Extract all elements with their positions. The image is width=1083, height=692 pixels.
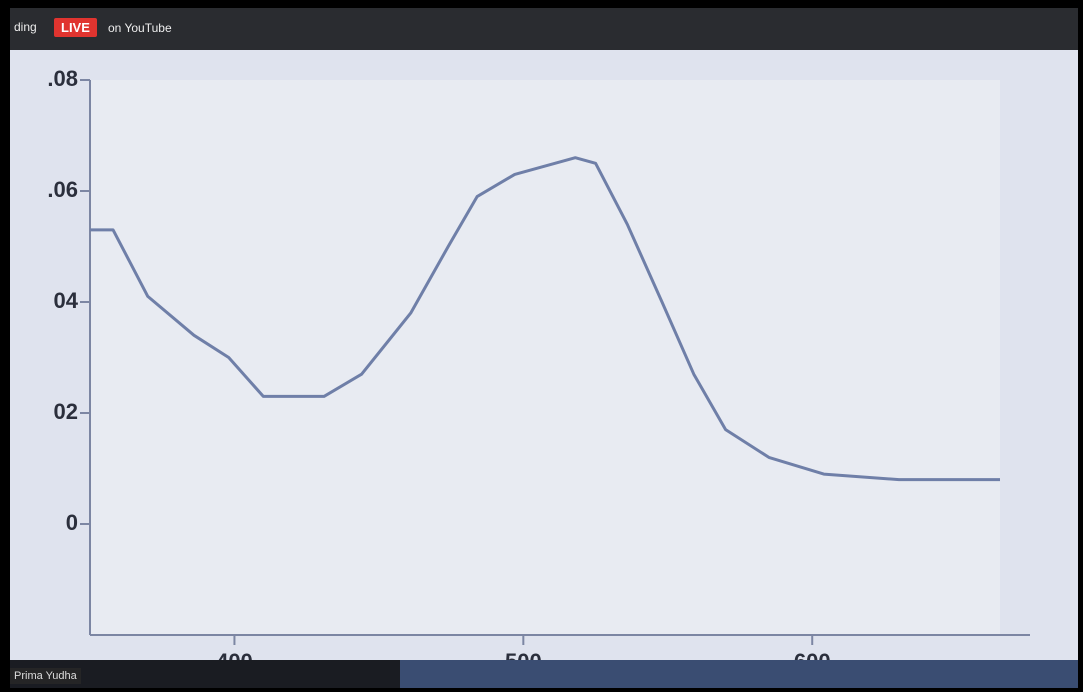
y-tick-label: 0 xyxy=(66,510,78,535)
recording-label: ding xyxy=(14,20,37,34)
top-bar: ding LIVE on YouTube xyxy=(10,8,1078,50)
y-tick-label: .06 xyxy=(47,177,78,202)
y-tick-label: .08 xyxy=(47,66,78,91)
x-tick-label: 500 xyxy=(505,649,542,660)
screen: ding LIVE on YouTube 0 02 04 .06 .08 400 500 60… xyxy=(10,8,1078,688)
taskbar xyxy=(400,660,1078,688)
x-tick-label: 600 xyxy=(794,649,831,660)
chart: 0 02 04 .06 .08 400 500 600 xyxy=(10,50,1078,660)
participant-name: Prima Yudha xyxy=(10,668,81,684)
live-badge[interactable]: LIVE xyxy=(54,18,97,37)
data-line xyxy=(90,156,1000,482)
y-tick-label: 04 xyxy=(54,288,79,313)
y-tick-label: 02 xyxy=(54,399,78,424)
youtube-menu[interactable]: on YouTube xyxy=(108,21,172,35)
x-tick-label: 400 xyxy=(216,649,253,660)
plot-area xyxy=(90,80,1000,635)
